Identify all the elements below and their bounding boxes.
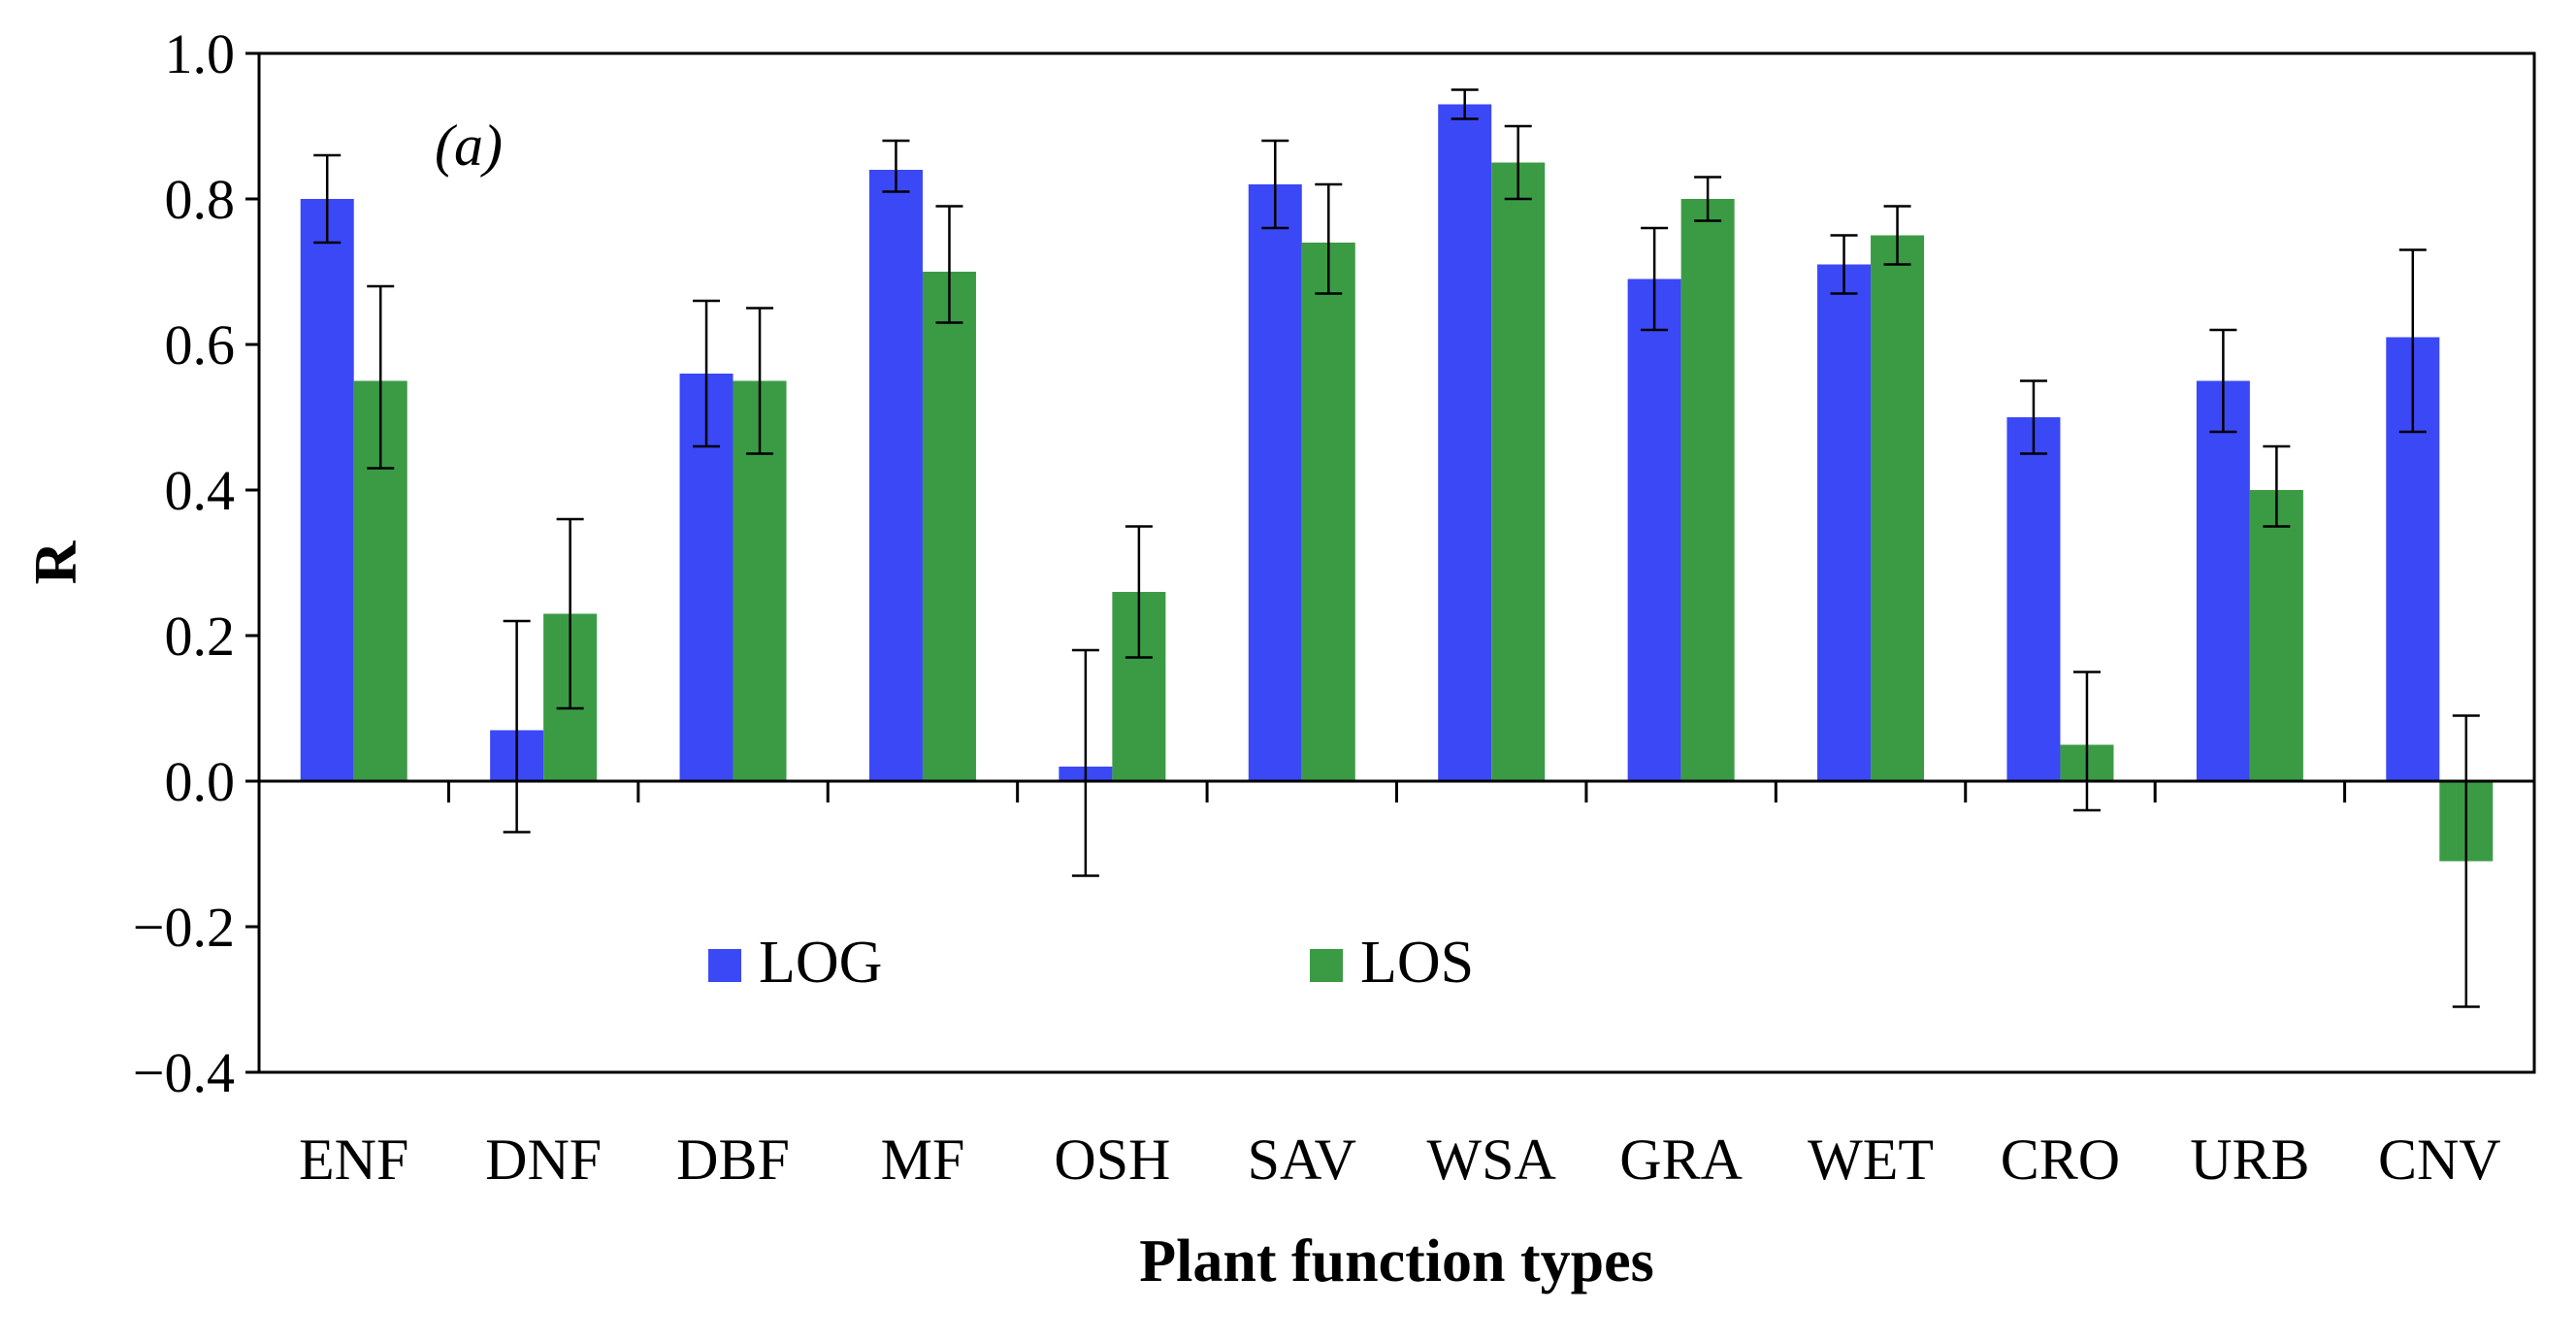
- plot-frame: [257, 51, 2536, 1074]
- error-bar: [1125, 525, 1153, 659]
- error-bar: [556, 517, 584, 710]
- legend-label-los: LOS: [1360, 930, 1474, 996]
- error-bar: [2398, 248, 2427, 434]
- bar-los-wet: [1871, 235, 1925, 781]
- y-tick-label: 0.8: [165, 168, 236, 231]
- error-bar: [367, 284, 395, 470]
- error-bar: [2019, 379, 2047, 455]
- y-tick-label: −0.2: [133, 896, 235, 959]
- x-axis-title: Plant function types: [1139, 1228, 1653, 1294]
- legend: LOG LOS: [708, 930, 1474, 996]
- y-tick-label: 0.0: [165, 750, 236, 813]
- x-category-label: CRO: [2001, 1128, 2120, 1192]
- y-axis-ticks: 1.0 0.8 0.6 0.4 0.2 0.0 −0.2 −0.4: [133, 22, 259, 1104]
- bar-los-gra: [1680, 199, 1735, 781]
- bar-log-gra: [1627, 278, 1681, 781]
- bar-log-enf: [300, 199, 354, 781]
- y-axis-title: R: [23, 540, 89, 584]
- error-bar: [1315, 182, 1343, 295]
- bar-log-wsa: [1438, 104, 1492, 781]
- bar-los-sav: [1301, 243, 1355, 781]
- bar-log-mf: [868, 170, 923, 781]
- error-bar: [503, 619, 531, 834]
- error-bar: [2452, 714, 2480, 1008]
- error-bar: [1883, 205, 1911, 266]
- error-bar: [2263, 444, 2291, 528]
- bar-los-urb: [2249, 490, 2303, 781]
- error-bar: [1694, 176, 1722, 222]
- bar-log-wet: [1817, 264, 1872, 781]
- legend-swatch-los: [1310, 949, 1343, 982]
- error-bar: [1641, 226, 1669, 332]
- y-tick-label: 0.4: [165, 459, 236, 522]
- error-bar: [935, 205, 963, 324]
- y-tick-label: 1.0: [165, 22, 236, 85]
- y-tick-label: −0.4: [133, 1041, 235, 1104]
- y-tick-label: 0.2: [165, 605, 236, 668]
- error-bar: [1830, 234, 1858, 295]
- panel-annotation: (a): [435, 114, 503, 178]
- error-bar: [1261, 139, 1289, 230]
- error-bar: [1451, 88, 1479, 120]
- x-category-label: DNF: [485, 1128, 602, 1192]
- bar-log-urb: [2196, 380, 2250, 781]
- x-axis-ticks: ENF DNF DBF MF OSH SAV WSA GRA WET CRO URB CNV: [299, 781, 2501, 1192]
- bar-los-mf: [922, 272, 976, 781]
- error-bar: [1071, 648, 1099, 877]
- x-category-label: MF: [881, 1128, 965, 1192]
- x-category-label: GRA: [1619, 1128, 1743, 1192]
- x-category-label: URB: [2190, 1128, 2309, 1192]
- x-category-label: WET: [1808, 1128, 1934, 1192]
- legend-swatch-log: [708, 949, 741, 982]
- legend-label-log: LOG: [759, 930, 882, 996]
- error-bar: [693, 299, 721, 448]
- error-bar: [1504, 124, 1532, 201]
- bar-los-wsa: [1491, 162, 1546, 781]
- x-category-label: OSH: [1054, 1128, 1170, 1192]
- x-category-label: SAV: [1248, 1128, 1356, 1192]
- error-bars: [313, 88, 2480, 1008]
- bar-log-cro: [2006, 417, 2061, 781]
- bars: [300, 104, 2494, 862]
- error-bar: [882, 139, 910, 193]
- y-tick-label: 0.6: [165, 313, 236, 377]
- error-bar: [313, 153, 342, 245]
- x-category-label: ENF: [299, 1128, 408, 1192]
- x-category-label: WSA: [1427, 1128, 1556, 1192]
- bar-log-sav: [1248, 184, 1302, 781]
- error-bar: [2072, 671, 2101, 812]
- error-bar: [746, 307, 774, 455]
- x-category-label: DBF: [676, 1128, 790, 1192]
- x-category-label: CNV: [2378, 1128, 2501, 1192]
- error-bar: [2209, 328, 2237, 434]
